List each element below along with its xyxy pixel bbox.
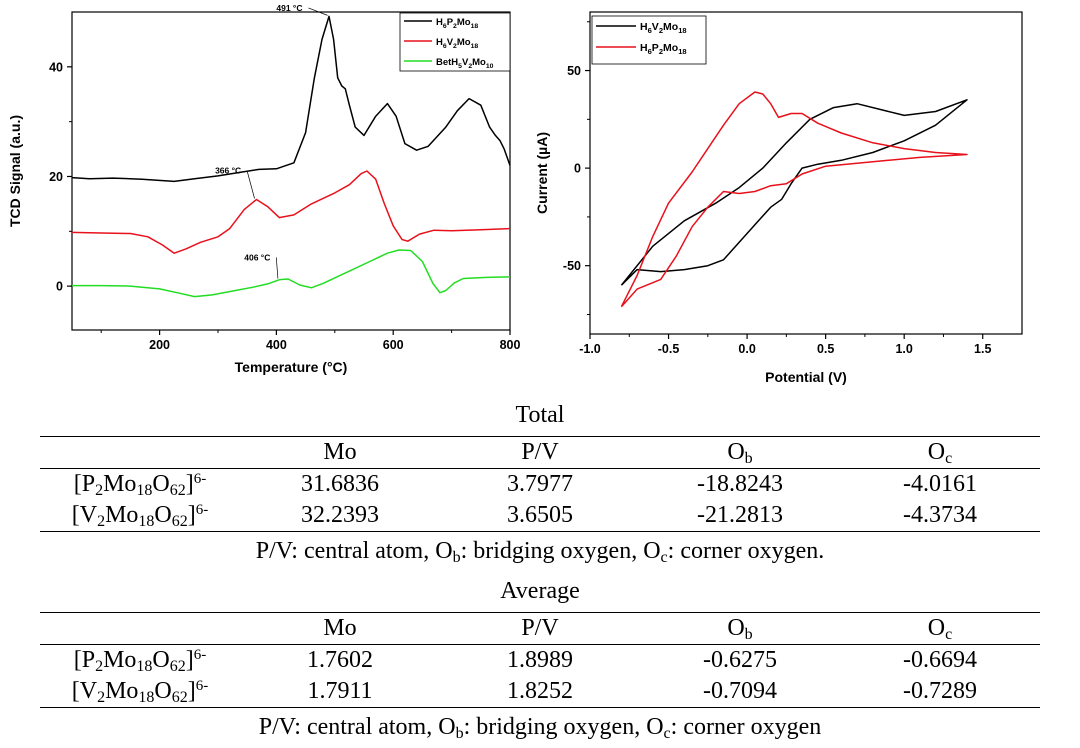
plot-frame [589, 11, 1023, 335]
x-tick-label: 800 [500, 338, 521, 352]
tpd-chart: 200 400 600 800 0 20 40 Temperature (°C) TCD Sig… [7, 3, 521, 375]
legend-label-1: H6P2Mo18 [640, 42, 687, 56]
y-tick-label: 0 [56, 280, 63, 294]
y-tick-label: 50 [567, 64, 581, 78]
header-mo: Mo [240, 612, 440, 645]
row-label: [V2Mo18O62]6- [40, 500, 240, 532]
peak-annotation: 406 °C [244, 252, 270, 262]
series-line-1 [72, 170, 510, 254]
legend-label-2: BetH5V2Mo10 [436, 57, 494, 70]
table-row: [V2Mo18O62]6- 1.7911 1.8252 -0.7094 -0.7… [40, 676, 1040, 708]
plot-frame [71, 11, 511, 331]
x-axis-label: Potential (V) [765, 369, 847, 385]
x-tick-label: -0.5 [658, 342, 680, 356]
x-tick-label: 600 [383, 338, 404, 352]
header-ob: Ob [640, 612, 840, 645]
table-average: Mo P/V Ob Oc [P2Mo18O62]6- 1.7602 1.8989… [40, 612, 1040, 708]
x-tick-label: 400 [266, 338, 287, 352]
cell-ob: -0.7094 [640, 676, 840, 708]
header-oc: Oc [840, 612, 1040, 645]
x-tick-label: -1.0 [579, 342, 601, 356]
cell-mo: 1.7602 [307, 647, 373, 673]
cell-mo: 1.7911 [240, 676, 440, 708]
series-line-0 [72, 15, 510, 183]
x-tick-label: 200 [149, 338, 170, 352]
annotation-leader [275, 257, 279, 279]
y-axis-label: TCD Signal (a.u.) [7, 115, 23, 227]
row-label: [P2Mo18O62]6- [73, 647, 207, 675]
legend-label-0: H6V2Mo18 [640, 21, 687, 35]
table-header-row: Mo P/V Ob Oc [40, 436, 1040, 469]
y-tick-label: -50 [563, 259, 581, 273]
row-label: [V2Mo18O62]6- [40, 676, 240, 708]
cell-ob: -21.2813 [640, 500, 840, 532]
header-pv: P/V [440, 436, 640, 469]
table-row: [V2Mo18O62]6- 32.2393 3.6505 -21.2813 -4… [40, 500, 1040, 532]
legend-label-0: H6P2Mo18 [436, 17, 478, 30]
cell-pv: 3.7977 [507, 471, 573, 497]
series-line-2 [72, 249, 510, 298]
table-average-title: Average [500, 578, 580, 604]
header-blank [40, 612, 240, 645]
row-label: [P2Mo18O62]6- [73, 471, 207, 499]
table-header-row: Mo P/V Ob Oc [40, 612, 1040, 645]
header-oc: Oc [840, 436, 1040, 469]
cell-pv: 3.6505 [440, 500, 640, 532]
table-total-title: Total [515, 402, 565, 428]
cell-oc: -0.6694 [903, 647, 977, 673]
peak-annotation: 366 °C [215, 166, 241, 176]
x-tick-label: 1.0 [895, 342, 912, 356]
header-blank [40, 436, 240, 469]
header-ob: Ob [640, 436, 840, 469]
cell-mo: 32.2393 [240, 500, 440, 532]
legend-label-1: H6V2Mo18 [436, 37, 478, 50]
series-line-0 [620, 99, 968, 286]
cv-chart: -1.0 -0.5 0.0 0.5 1.0 1.5 -50 0 50 Potential (V) C… [534, 11, 1023, 385]
x-axis-label: Temperature (°C) [235, 359, 348, 375]
cell-pv: 1.8252 [440, 676, 640, 708]
annotation-leader [246, 170, 255, 199]
cell-ob: -18.8243 [697, 471, 783, 497]
table-total: Mo P/V Ob Oc [P2Mo18O62]6- 31.6836 3.797… [40, 436, 1040, 532]
y-tick-label: 20 [49, 170, 63, 184]
header-pv: P/V [440, 612, 640, 645]
cell-oc: -4.3734 [840, 500, 1040, 532]
cell-oc: -0.7289 [840, 676, 1040, 708]
table-total-note: P/V: central atom, Ob: bridging oxygen, … [255, 538, 825, 566]
x-tick-label: 0.5 [817, 342, 834, 356]
annotation-leader [308, 7, 328, 16]
cell-pv: 1.8989 [507, 647, 573, 673]
table-average-note: P/V: central atom, Ob: bridging oxygen, … [258, 714, 822, 742]
y-tick-label: 40 [49, 60, 63, 74]
series-line-1 [620, 91, 968, 308]
header-mo: Mo [240, 436, 440, 469]
y-tick-label: 0 [574, 162, 581, 176]
legend-box [591, 15, 707, 65]
peak-annotation: 491 °C [276, 3, 302, 13]
x-tick-label: 0.0 [738, 342, 755, 356]
y-axis-label: Current (µA) [534, 132, 550, 214]
x-tick-label: 1.5 [974, 342, 991, 356]
cell-oc: -4.0161 [903, 471, 977, 497]
table-row: [P2Mo18O62]6- 1.7602 1.8989 -0.6275 -0.6… [40, 645, 1040, 677]
table-row: [P2Mo18O62]6- 31.6836 3.7977 -18.8243 -4… [40, 469, 1040, 501]
cell-ob: -0.6275 [703, 647, 777, 673]
cell-mo: 31.6836 [301, 471, 379, 497]
